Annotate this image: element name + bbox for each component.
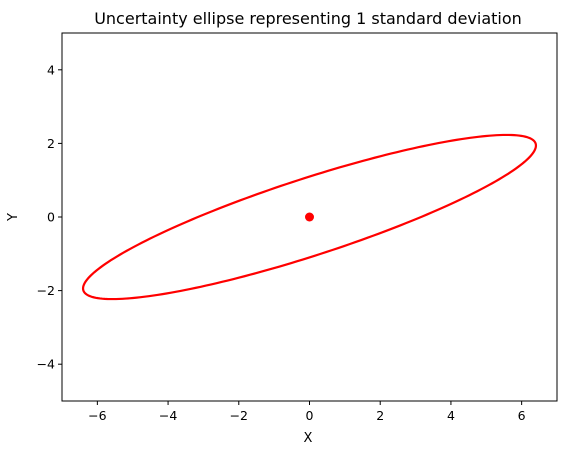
x-tick-label: 0: [306, 408, 314, 423]
x-tick-label: −2: [230, 408, 248, 423]
chart-title: Uncertainty ellipse representing 1 stand…: [94, 9, 522, 28]
y-tick-label: −4: [37, 357, 55, 372]
center-point: [305, 212, 314, 222]
y-tick-label: 0: [47, 210, 55, 225]
y-axis: −4 −2 0 2 4: [37, 62, 62, 372]
x-tick-label: 4: [447, 408, 455, 423]
x-tick-label: 6: [518, 408, 526, 423]
x-tick-label: 2: [376, 408, 384, 423]
y-axis-label: Y: [6, 213, 21, 222]
y-tick-label: 4: [47, 62, 55, 77]
y-tick-label: −2: [37, 283, 55, 298]
x-axis-label: X: [304, 431, 313, 446]
y-tick-label: 2: [47, 136, 55, 151]
x-axis: −6 −4 −2 0 2 4 6: [88, 401, 526, 423]
x-tick-label: −6: [88, 408, 106, 423]
x-tick-label: −4: [159, 408, 177, 423]
uncertainty-ellipse: [81, 133, 538, 301]
